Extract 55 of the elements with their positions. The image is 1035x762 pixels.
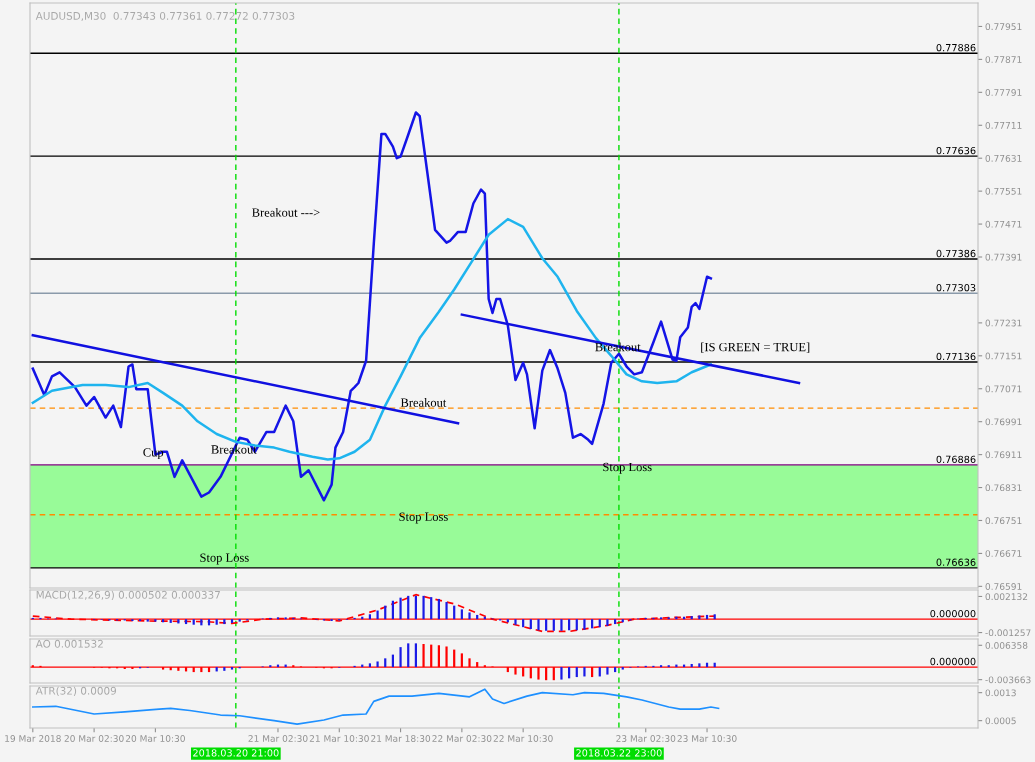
- y-tick-label: 0.77551: [985, 187, 1022, 195]
- chart-title: AO 0.001532: [35, 639, 103, 648]
- y-tick-label: 0.77231: [985, 319, 1022, 327]
- x-tick-label: 20 Mar 02:30: [64, 735, 124, 742]
- y-tick-label: 0.76911: [985, 451, 1022, 459]
- ref-line-label: 2018.03.22 23:00: [576, 749, 662, 757]
- y-tick-label: 0.76831: [985, 484, 1022, 492]
- y-tick-label: 0.77151: [985, 352, 1022, 360]
- annotation: Breakout --->: [252, 207, 320, 217]
- chart-title: MACD(12,26,9) 0.000502 0.000337: [36, 590, 220, 600]
- y-tick-label: 0.0013: [985, 689, 1016, 697]
- y-tick-label: 0.77711: [985, 122, 1022, 129]
- ref-line-label: 0.77303: [936, 284, 976, 292]
- y-tick-label: 0.76671: [985, 550, 1022, 557]
- annotation: Stop Loss: [399, 512, 448, 524]
- y-tick-label: 0.77391: [985, 253, 1022, 261]
- y-tick-label: 0.77471: [985, 220, 1022, 228]
- y-tick-label: 0.006358: [985, 642, 1028, 649]
- y-tick-label: 0.77791: [985, 89, 1022, 96]
- text: AUDUSD,M30 0.77343 0.77361 0.77272 0.77303: [35, 11, 295, 21]
- ref-line-label: 0.000000: [930, 657, 976, 666]
- annotation: Cup: [143, 448, 164, 460]
- y-tick-label: 0.77871: [985, 56, 1022, 63]
- ref-line-label: 0.76886: [936, 455, 976, 464]
- y-tick-label: 0.77631: [985, 154, 1022, 162]
- y-tick-label: -0.003663: [985, 676, 1031, 684]
- x-tick-label: 21 Mar 02:30: [248, 735, 308, 742]
- x-tick-label: 23 Mar 02:30: [616, 735, 676, 742]
- x-tick-label: 23 Mar 10:30: [677, 735, 737, 742]
- y-tick-label: 0.0005: [985, 717, 1016, 725]
- ref-line-label: 0.77636: [936, 146, 976, 155]
- ref-line-label: 2018.03.20 21:00: [193, 749, 279, 757]
- annotation: Stop Loss: [200, 553, 249, 565]
- chart-title: ATR(32) 0.0009: [35, 686, 117, 696]
- ref-line-label: 0.76636: [936, 558, 976, 566]
- annotation: Breakout: [400, 398, 447, 407]
- x-tick-label: 20 Mar 10:30: [125, 735, 185, 742]
- x-tick-label: 19 Mar 2018: [5, 735, 61, 742]
- ref-line-label: 0.77136: [936, 352, 976, 361]
- y-tick-label: 0.77951: [985, 23, 1022, 31]
- y-tick-label: -0.001257: [985, 629, 1031, 637]
- x-tick-label: 21 Mar 18:30: [371, 735, 431, 742]
- ref-line-label: 0.77386: [936, 249, 976, 258]
- y-tick-label: 0.76991: [985, 418, 1022, 426]
- y-tick-label: 0.76751: [985, 517, 1022, 525]
- y-tick-label: 0.77071: [985, 385, 1022, 393]
- annotation: Stop Loss: [603, 462, 652, 474]
- ref-line-label: 0.000000: [930, 609, 976, 618]
- x-tick-label: 21 Mar 10:30: [309, 735, 369, 742]
- x-tick-label: 22 Mar 10:30: [493, 735, 553, 742]
- y-tick-label: 0.76591: [985, 583, 1022, 590]
- y-tick-label: 0.002132: [985, 593, 1028, 601]
- ref-line-label: 0.77886: [936, 43, 976, 52]
- x-tick-label: 22 Mar 02:30: [432, 735, 492, 742]
- annotation: [IS GREEN = TRUE]: [701, 342, 810, 353]
